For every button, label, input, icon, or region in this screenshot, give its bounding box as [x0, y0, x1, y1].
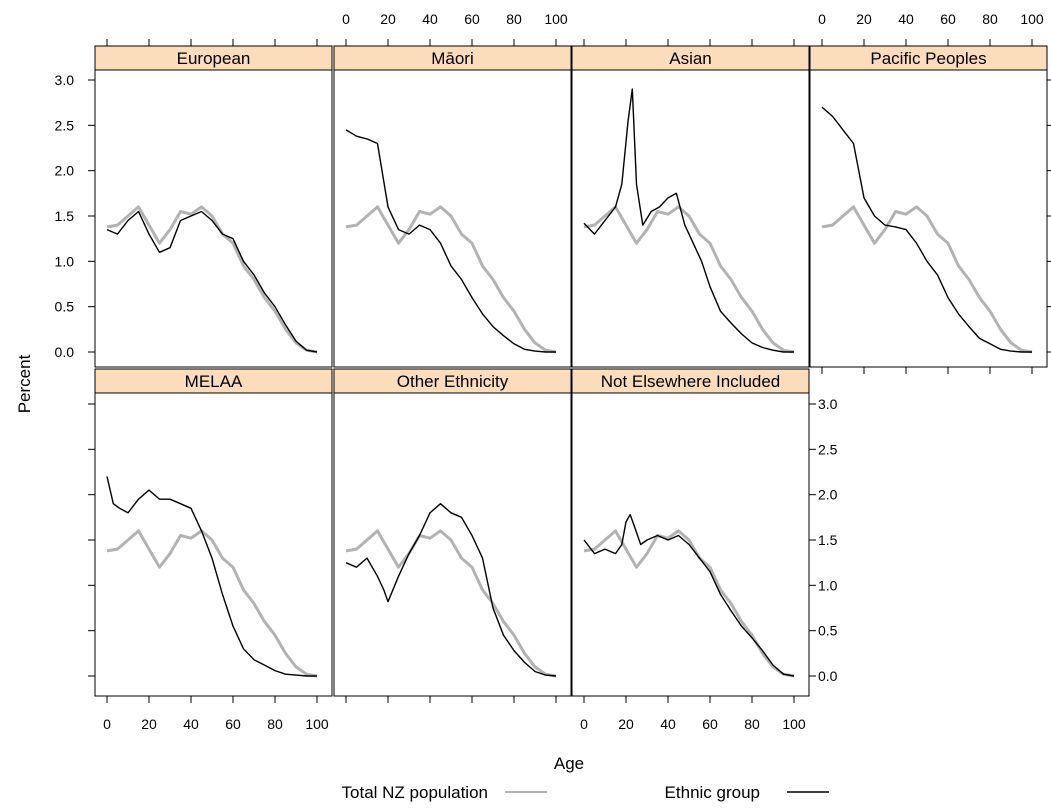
x-tick-label-bottom: 100 — [305, 716, 329, 732]
panel-strip-label: European — [177, 49, 251, 68]
panel-strip-label: Asian — [669, 49, 712, 68]
panel-frame — [333, 69, 572, 368]
panel-strip-label: MELAA — [185, 372, 243, 391]
panel-strip-label: Māori — [431, 49, 474, 68]
ethnic-group-line — [583, 88, 794, 353]
ethnic-group-line — [106, 476, 317, 677]
x-tick-label-top: 40 — [422, 11, 438, 27]
panel-strip — [94, 368, 333, 394]
x-tick-label-bottom: 40 — [660, 716, 676, 732]
total-nz-line — [106, 205, 318, 354]
y-tick-label-left: 2.0 — [55, 163, 75, 179]
ethnic-group-line — [345, 129, 556, 353]
y-tick-label-left: 1.5 — [55, 208, 75, 224]
total-nz-line — [345, 529, 557, 678]
x-tick-label-bottom: 60 — [702, 716, 718, 732]
x-tick-label-bottom: 40 — [183, 716, 199, 732]
panel-frame — [94, 69, 333, 368]
x-tick-label-bottom: 80 — [267, 716, 283, 732]
panel-frame — [571, 69, 810, 368]
panel-pacific-peoples: Pacific Peoples — [809, 45, 1048, 368]
ethnic-group-line — [583, 513, 795, 677]
panel-m-ori: Māori — [333, 45, 572, 368]
y-tick-label-right: 2.0 — [818, 487, 838, 503]
x-tick-label-top: 0 — [342, 11, 350, 27]
x-tick-label-bottom: 100 — [782, 716, 806, 732]
x-tick-label-bottom: 60 — [225, 716, 241, 732]
x-tick-label-top: 80 — [982, 11, 998, 27]
total-nz-line — [345, 205, 557, 354]
legend: Total NZ population Ethnic group — [342, 783, 829, 802]
x-tick-label-top: 100 — [1020, 11, 1044, 27]
x-tick-label-top: 60 — [940, 11, 956, 27]
x-tick-label-top: 80 — [506, 11, 522, 27]
y-tick-label-left: 0.5 — [55, 299, 75, 315]
panel-melaa: MELAA — [94, 368, 333, 697]
panel-not-elsewhere-included: Not Elsewhere Included — [571, 368, 810, 697]
panel-frame — [809, 69, 1048, 368]
panel-other-ethnicity: Other Ethnicity — [333, 368, 572, 697]
total-nz-line — [106, 529, 318, 678]
y-tick-label-left: 3.0 — [55, 72, 75, 88]
x-tick-label-top: 40 — [898, 11, 914, 27]
total-nz-line — [821, 205, 1033, 354]
x-tick-label-bottom: 0 — [103, 716, 111, 732]
legend-label-ethnic-group: Ethnic group — [665, 783, 760, 802]
y-tick-label-right: 0.5 — [818, 623, 838, 639]
x-tick-label-top: 20 — [380, 11, 396, 27]
y-tick-label-right: 1.0 — [818, 577, 838, 593]
x-tick-label-top: 60 — [464, 11, 480, 27]
y-tick-label-right: 1.5 — [818, 532, 838, 548]
x-tick-label-bottom: 0 — [580, 716, 588, 732]
x-tick-label-top: 0 — [818, 11, 826, 27]
x-axis-title: Age — [554, 754, 584, 773]
ethnic-group-line — [106, 210, 318, 353]
ethnic-group-line — [345, 503, 557, 677]
panel-frame — [94, 392, 333, 697]
y-tick-label-left: 0.0 — [55, 344, 75, 360]
y-tick-label-right: 2.5 — [818, 441, 838, 457]
x-tick-label-bottom: 20 — [618, 716, 634, 732]
panel-european: European — [94, 45, 333, 368]
panel-asian: Asian — [571, 45, 810, 368]
panel-strip — [333, 45, 572, 71]
legend-label-total-nz: Total NZ population — [342, 783, 488, 802]
panel-strip-label: Other Ethnicity — [397, 372, 509, 391]
panel-frame — [333, 392, 572, 697]
x-tick-label-top: 100 — [544, 11, 568, 27]
panel-strip — [571, 368, 810, 394]
panel-strip — [94, 45, 333, 71]
y-tick-label-right: 3.0 — [818, 396, 838, 412]
total-nz-line — [583, 205, 795, 354]
y-tick-label-left: 1.0 — [55, 253, 75, 269]
ethnic-group-line — [821, 106, 1032, 353]
panel-strip-label: Not Elsewhere Included — [601, 372, 781, 391]
y-tick-label-right: 0.0 — [818, 668, 838, 684]
panel-strip-label: Pacific Peoples — [870, 49, 986, 68]
y-tick-label-left: 2.5 — [55, 117, 75, 133]
panel-frame — [571, 392, 810, 697]
x-tick-label-bottom: 20 — [141, 716, 157, 732]
panel-strip — [809, 45, 1048, 71]
x-tick-label-top: 20 — [856, 11, 872, 27]
x-tick-label-bottom: 80 — [744, 716, 760, 732]
y-axis-title: Percent — [15, 354, 34, 413]
